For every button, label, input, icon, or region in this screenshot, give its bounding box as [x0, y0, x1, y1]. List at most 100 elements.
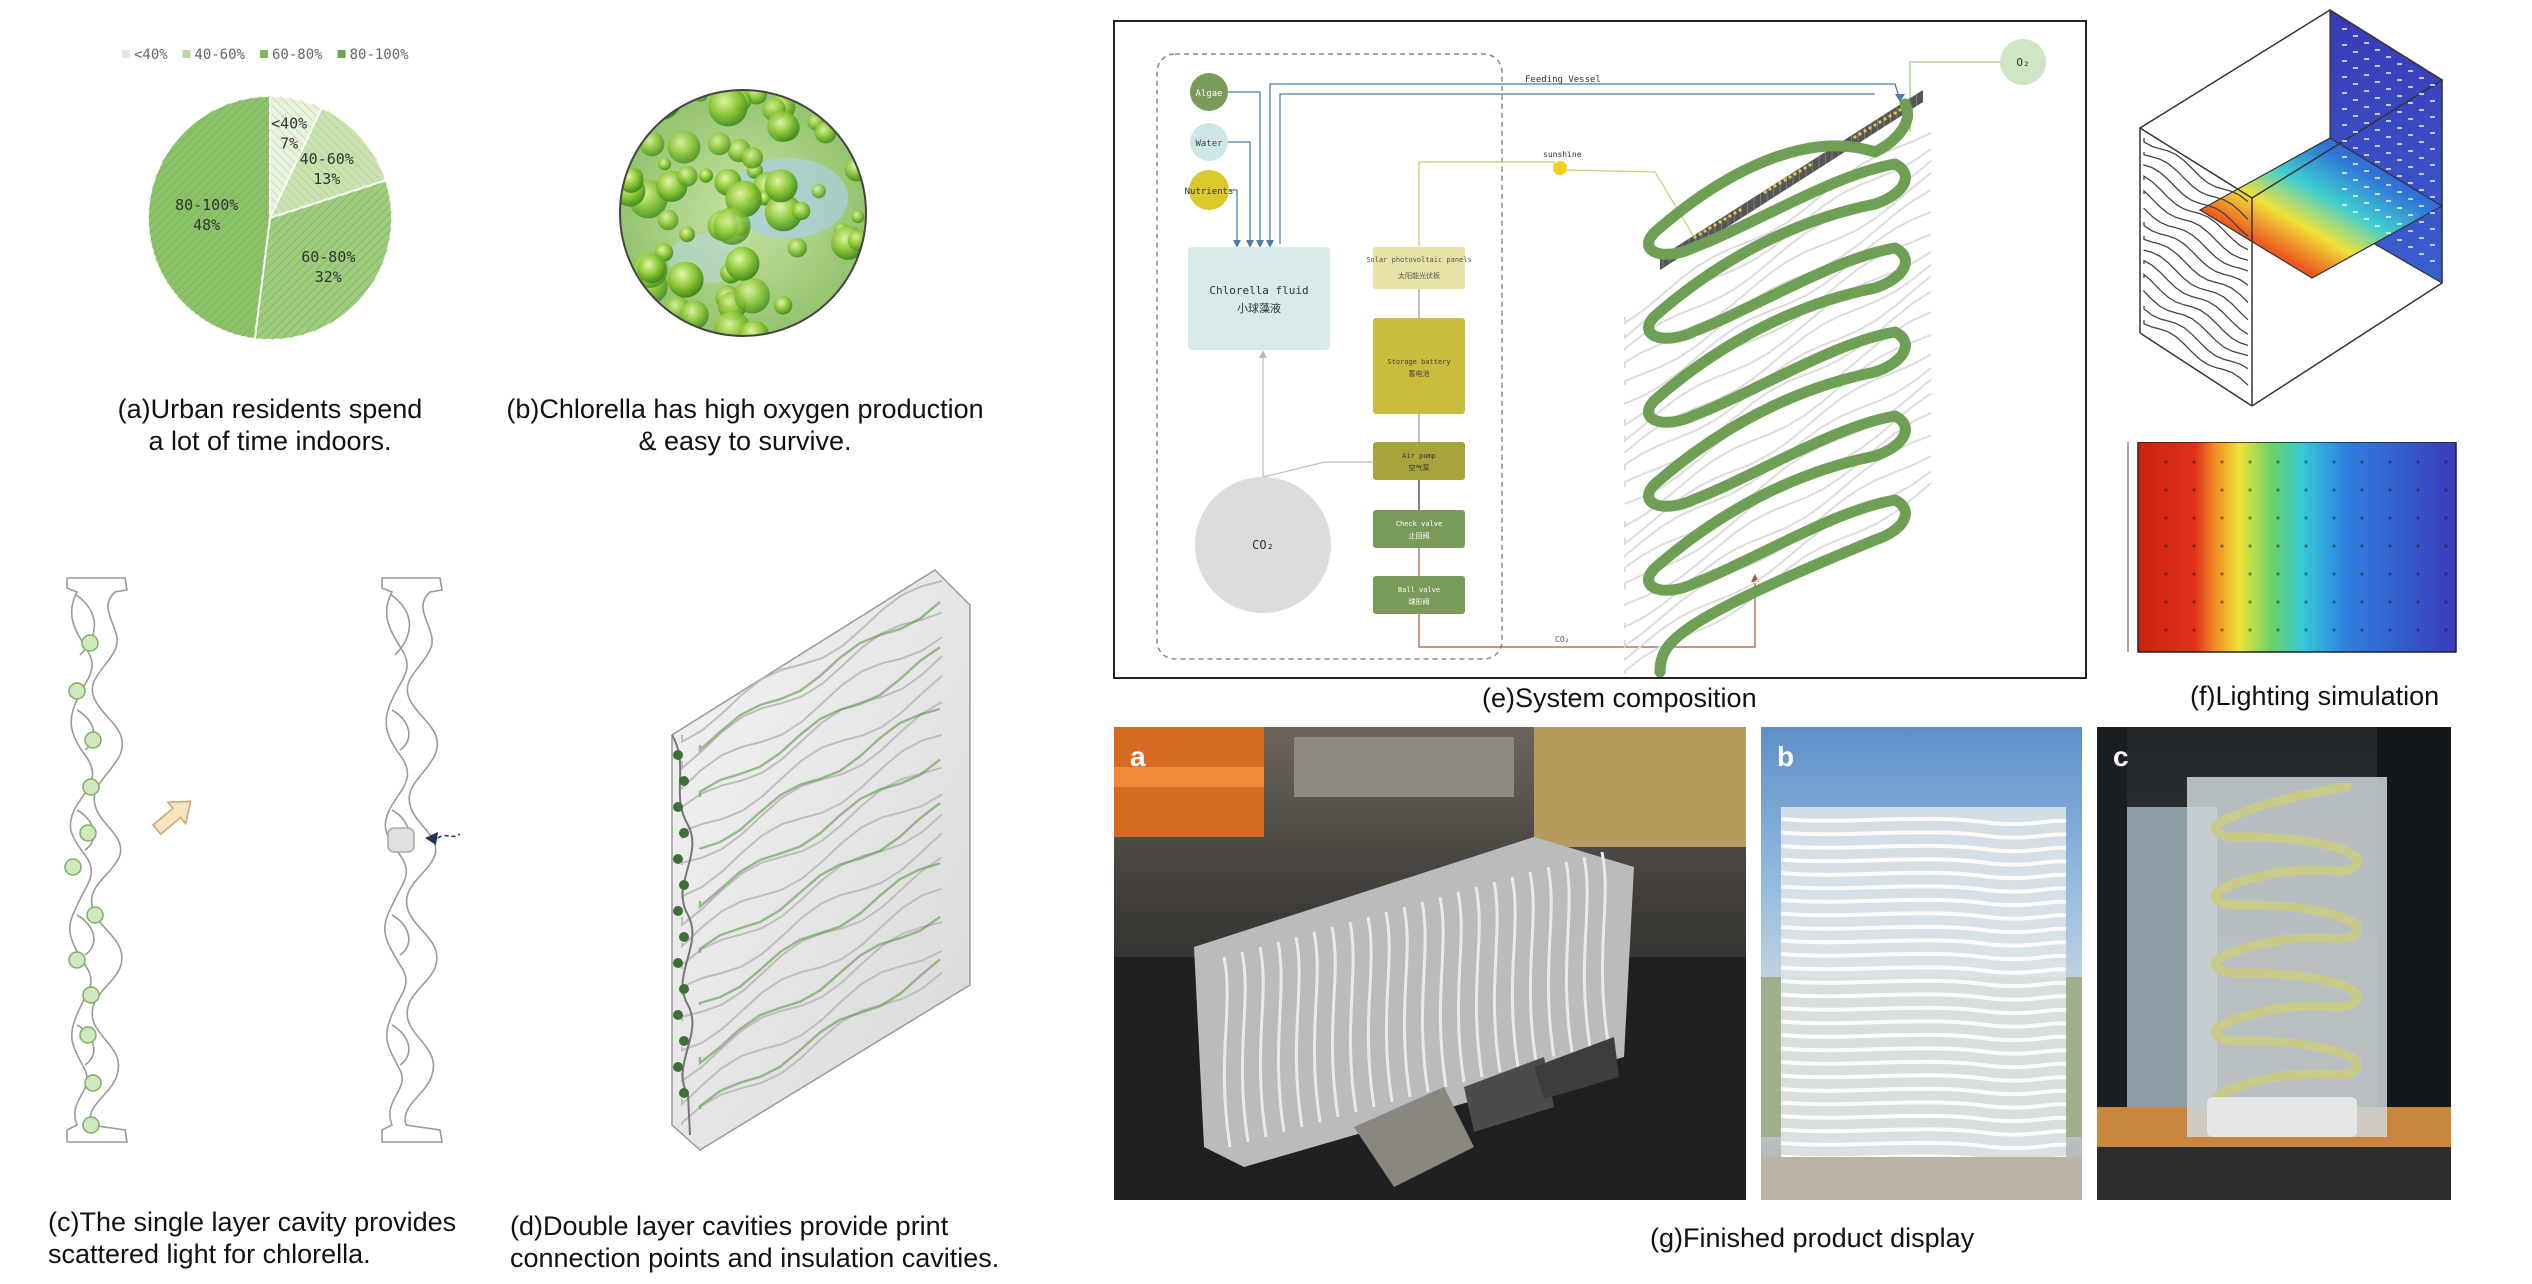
panel-wave — [681, 636, 943, 791]
chlorella-bead — [679, 880, 689, 890]
grid-dot — [2276, 516, 2280, 520]
rib — [1780, 1032, 2067, 1043]
grid-dot — [2332, 572, 2336, 576]
panel-rib — [2143, 306, 2249, 370]
photo-c-label: c — [2113, 741, 2129, 772]
chlorella-bead — [673, 750, 683, 760]
panel-rib — [2143, 249, 2249, 321]
panel-wave — [681, 921, 943, 1083]
value-mark — [2353, 67, 2358, 69]
chlorella-bead — [673, 1010, 683, 1020]
green-channel — [698, 646, 941, 797]
panel-wave — [681, 675, 943, 839]
rib — [1276, 941, 1286, 1133]
value-mark — [2419, 205, 2424, 207]
value-mark — [2419, 141, 2424, 143]
pump-en: Air pump — [1402, 452, 1436, 460]
rib — [1240, 951, 1250, 1143]
sun-spark — [1858, 132, 1862, 136]
chlorella-cell — [658, 157, 671, 171]
grid-dot — [2332, 460, 2336, 464]
grid-dot — [2416, 516, 2420, 520]
grid-dot — [2248, 460, 2252, 464]
legend-label-1: 40-60% — [194, 47, 245, 63]
value-mark — [2408, 134, 2413, 136]
grid-dot — [2444, 544, 2448, 548]
pie-slice-hatch-3 — [147, 95, 270, 340]
legend-swatch-2 — [260, 50, 268, 58]
grid-dot — [2304, 488, 2308, 492]
grid-dot — [2276, 572, 2280, 576]
sun-spark — [1798, 169, 1802, 173]
value-mark — [2408, 198, 2413, 200]
chlorella-cell — [725, 246, 760, 281]
photo-b-scene — [1761, 807, 2082, 1200]
lighting-simulation-plan — [2127, 441, 2457, 653]
sun-spark — [1863, 129, 1867, 133]
value-mark — [2430, 180, 2435, 182]
value-mark — [2430, 100, 2435, 102]
grid-dot — [2332, 544, 2336, 548]
panel-rib — [2143, 164, 2249, 237]
value-mark — [2408, 102, 2413, 104]
panel-rib — [1624, 455, 1932, 648]
rib — [1780, 978, 2067, 989]
value-mark — [2353, 211, 2358, 213]
chlorella-bead — [673, 802, 683, 812]
grid-dot — [2164, 600, 2168, 604]
chlorella-cell — [667, 261, 704, 298]
rib — [1600, 851, 1610, 1043]
sun-spark — [1803, 166, 1807, 170]
solar-panel-box — [1373, 247, 1465, 289]
sunshine-label: sunshine — [1543, 150, 1582, 159]
legend-label-0: <40% — [134, 47, 168, 63]
chlorella-cell — [828, 313, 852, 336]
battery-box — [1373, 318, 1465, 414]
nutrients-label: Nutrients — [1185, 187, 1234, 197]
value-mark — [2430, 164, 2435, 166]
grid-dot — [2248, 600, 2252, 604]
chlorella-cell — [698, 168, 714, 183]
value-mark — [2364, 58, 2369, 60]
rib — [1780, 830, 2067, 840]
chlorella-cell — [639, 131, 665, 157]
cavity-profile-drawing — [64, 577, 461, 1143]
value-mark — [2408, 182, 2413, 184]
value-mark — [2430, 84, 2435, 86]
grid-dot — [2304, 460, 2308, 464]
sun-spark — [1693, 235, 1697, 239]
grid-dot — [2304, 572, 2308, 576]
panel-wave — [681, 655, 943, 813]
grid-dot — [2248, 488, 2252, 492]
value-mark — [2386, 200, 2391, 202]
battery-en: Storage battery — [1387, 358, 1450, 366]
grid-dot — [2304, 600, 2308, 604]
panel-rib — [2143, 236, 2249, 303]
grid-dot — [2192, 600, 2196, 604]
value-mark — [2375, 161, 2380, 163]
rib — [1780, 1113, 2067, 1124]
chlorella-cell — [767, 111, 799, 143]
grid-dot — [2192, 516, 2196, 520]
panel-rib — [2143, 152, 2249, 220]
chlorella-cell — [713, 207, 751, 245]
rib — [1348, 921, 1358, 1113]
chlorella-cell — [630, 301, 645, 316]
photo-a-label: a — [1130, 741, 1146, 772]
chlorella-dot — [84, 731, 102, 749]
panel-a: <40% 40-60% 60-80% 80-100% <40% 7% 40-60% 13% 6… — [100, 36, 480, 346]
grid-dot — [2416, 460, 2420, 464]
rib — [1780, 857, 2067, 867]
chlorella-bead — [673, 854, 683, 864]
chlorella-cell — [741, 146, 764, 169]
value-mark — [2430, 132, 2435, 134]
pie-slice-hatch-2 — [254, 180, 393, 340]
value-mark — [2386, 136, 2391, 138]
value-mark — [2397, 159, 2402, 161]
rib — [1384, 911, 1394, 1103]
grid-dot — [2416, 572, 2420, 576]
value-mark — [2408, 70, 2413, 72]
value-mark — [2397, 95, 2402, 97]
chlorella-cell — [676, 165, 698, 187]
grid-dot — [2164, 544, 2168, 548]
